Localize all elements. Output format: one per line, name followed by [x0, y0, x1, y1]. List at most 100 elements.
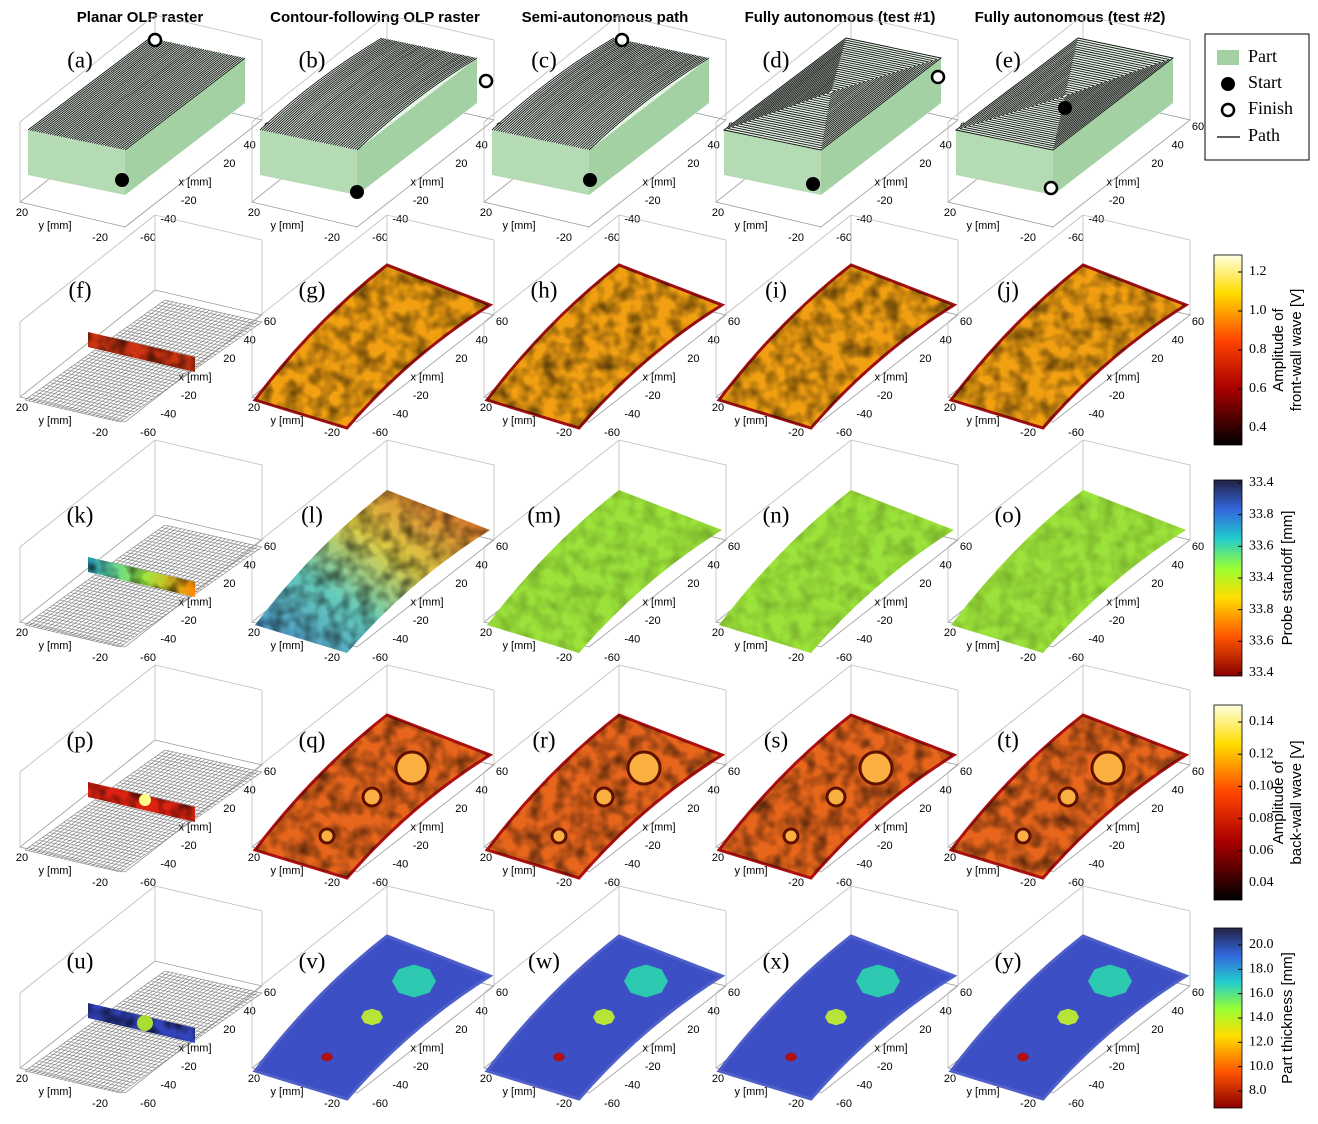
panel: 604020-20-40-60x [mm]20y [mm]-20(y) [944, 886, 1204, 1110]
x-tick-label: -60 [372, 427, 388, 439]
panel-label: (x) [763, 948, 790, 973]
x-tick-label: 20 [455, 1024, 467, 1036]
finish-marker [1045, 182, 1057, 194]
panel-label: (y) [995, 948, 1022, 973]
colorbar-label: Part thickness [mm] [1279, 952, 1296, 1084]
panel-label: (d) [763, 47, 790, 72]
x-axis-label: x [mm] [875, 821, 908, 833]
axis-box [20, 665, 262, 772]
colorbar-label: back-wall wave [V] [1288, 740, 1305, 864]
colorbar: 20.018.016.014.012.010.08.0Part thicknes… [1214, 928, 1296, 1108]
defect-ring [628, 752, 660, 784]
x-tick-label: -20 [181, 390, 197, 402]
x-tick-label: 60 [728, 987, 740, 999]
panel: 604020-20-40-60x [mm]20y [mm]-20(b) [248, 15, 508, 244]
finish-marker [932, 71, 944, 83]
x-tick-label: 60 [496, 316, 508, 328]
scan-texture [487, 490, 722, 653]
x-tick-label: 20 [1151, 803, 1163, 815]
x-tick-label: 20 [687, 353, 699, 365]
panel-label: (b) [299, 47, 326, 72]
x-axis-label: x [mm] [411, 371, 444, 383]
x-tick-label: 40 [1172, 1005, 1184, 1017]
x-tick-label: -40 [1088, 1079, 1104, 1091]
legend-label: Part [1248, 46, 1277, 66]
defect-ring [860, 752, 892, 784]
y-tick-label: 20 [944, 1073, 956, 1085]
colorbar-tick-label: 14.0 [1249, 1010, 1274, 1025]
x-tick-label: -20 [877, 615, 893, 627]
y-axis-label: y [mm] [271, 220, 304, 232]
y-axis-label: y [mm] [967, 865, 1000, 877]
colorbar-tick-label: 33.8 [1249, 602, 1274, 617]
y-axis-label: y [mm] [735, 640, 768, 652]
y-tick-label: -20 [556, 877, 572, 889]
y-tick-label: -20 [1020, 1098, 1036, 1110]
y-tick-label: 20 [248, 627, 260, 639]
x-axis-label: x [mm] [875, 371, 908, 383]
y-axis-label: y [mm] [735, 220, 768, 232]
x-tick-label: 60 [728, 316, 740, 328]
x-axis-label: x [mm] [1107, 176, 1140, 188]
defect-patch [825, 1009, 847, 1026]
colorbar-label: Probe standoff [mm] [1279, 511, 1296, 646]
defect-ring [552, 829, 566, 843]
colorbar-label: Amplitude of [1270, 760, 1287, 844]
x-axis-label: x [mm] [875, 176, 908, 188]
colorbar-tick-label: 18.0 [1249, 962, 1274, 977]
x-tick-label: -20 [877, 390, 893, 402]
panel-label: (e) [995, 47, 1021, 72]
start-marker [1058, 101, 1072, 115]
panel-label: (k) [67, 502, 94, 527]
legend-label: Start [1248, 72, 1282, 92]
panel-label: (q) [299, 727, 326, 752]
y-tick-label: -20 [92, 232, 108, 244]
x-tick-label: -60 [372, 1098, 388, 1110]
y-tick-label: 20 [480, 852, 492, 864]
y-tick-label: -20 [92, 652, 108, 664]
x-axis-label: x [mm] [643, 821, 676, 833]
x-tick-label: 40 [708, 784, 720, 796]
x-axis-label: x [mm] [643, 596, 676, 608]
x-tick-label: 40 [940, 1005, 952, 1017]
x-tick-label: 20 [455, 353, 467, 365]
defect-ring [1016, 829, 1030, 843]
x-tick-label: 60 [960, 541, 972, 553]
defect-ring [363, 788, 381, 806]
y-tick-label: 20 [712, 627, 724, 639]
x-tick-label: -60 [836, 427, 852, 439]
scan-texture [719, 490, 954, 653]
x-tick-label: -40 [160, 858, 176, 870]
y-tick-label: -20 [324, 1098, 340, 1110]
x-tick-label: 60 [1192, 121, 1204, 133]
x-axis-label: x [mm] [411, 596, 444, 608]
x-tick-label: -40 [160, 633, 176, 645]
x-tick-label: 40 [1172, 559, 1184, 571]
y-axis-label: y [mm] [967, 415, 1000, 427]
panel-label: (s) [764, 727, 788, 752]
x-tick-label: 40 [940, 139, 952, 151]
y-tick-label: 20 [16, 627, 28, 639]
y-axis-label: y [mm] [271, 865, 304, 877]
x-tick-label: -20 [413, 1061, 429, 1073]
x-tick-label: 20 [687, 158, 699, 170]
defect-patch [1057, 1009, 1079, 1026]
y-tick-label: -20 [788, 652, 804, 664]
figure: Planar OLP rasterContour-following OLP r… [0, 0, 1318, 1124]
y-axis-label: y [mm] [735, 865, 768, 877]
defect [139, 794, 151, 806]
y-tick-label: 20 [248, 852, 260, 864]
x-tick-label: 60 [1192, 766, 1204, 778]
y-tick-label: 20 [16, 207, 28, 219]
x-tick-label: -40 [392, 408, 408, 420]
panel: 604020-20-40-60x [mm]20y [mm]-20(v) [248, 886, 508, 1110]
x-tick-label: 40 [244, 784, 256, 796]
legend-swatch [1217, 50, 1239, 65]
panel-label: (m) [527, 502, 560, 527]
y-axis-label: y [mm] [39, 415, 72, 427]
y-axis-label: y [mm] [503, 640, 536, 652]
colorbar-tick-label: 20.0 [1249, 937, 1274, 952]
y-tick-label: -20 [788, 427, 804, 439]
colorbar: 33.433.833.633.433.833.633.4Probe stando… [1214, 475, 1296, 680]
